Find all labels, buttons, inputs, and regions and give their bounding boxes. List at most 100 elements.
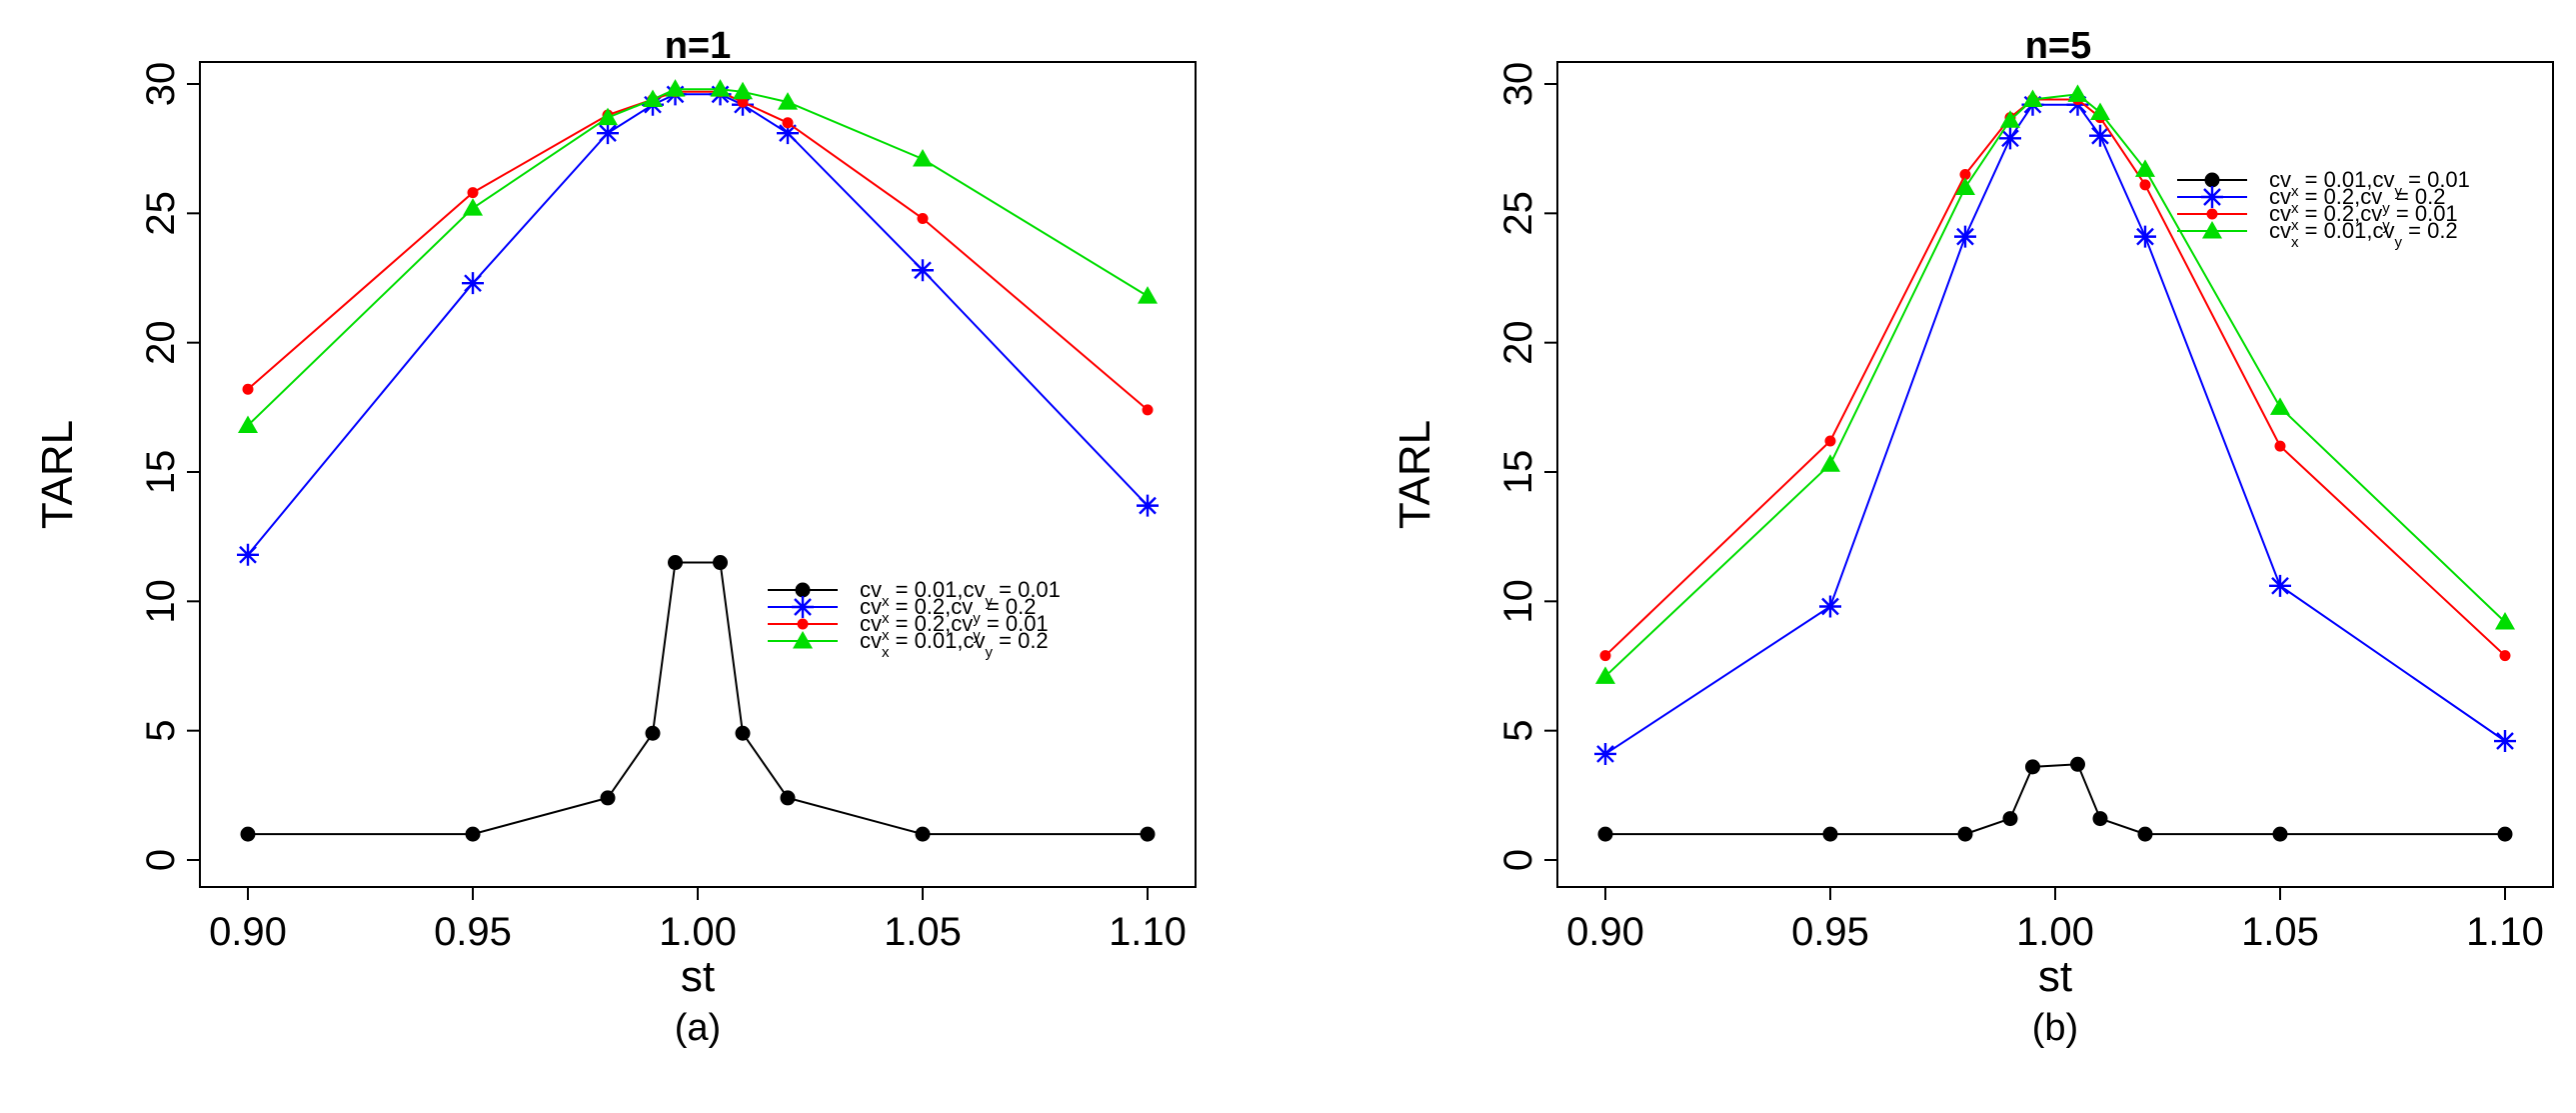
data-point bbox=[1820, 454, 1840, 472]
data-point bbox=[462, 272, 484, 295]
legend-marker bbox=[797, 618, 809, 630]
series-0 bbox=[1597, 756, 2513, 842]
x-tick-label: 0.95 bbox=[1791, 910, 1869, 954]
data-point bbox=[242, 383, 254, 395]
plot-frame bbox=[199, 61, 1197, 888]
y-tick-label: 30 bbox=[1496, 62, 1540, 107]
series-line bbox=[1604, 98, 2506, 657]
chart-title: n=5 bbox=[2025, 25, 2092, 67]
data-point bbox=[465, 826, 481, 842]
legend-label: cvx = 0.2,cvy = 0.01 bbox=[2269, 201, 2458, 234]
legend-marker bbox=[793, 631, 813, 649]
y-tick-label: 20 bbox=[139, 320, 183, 365]
data-point bbox=[1999, 127, 2021, 150]
data-point bbox=[915, 826, 931, 842]
series-line bbox=[1605, 763, 2505, 836]
y-axis-label: TARL bbox=[33, 420, 82, 529]
data-point bbox=[1819, 595, 1841, 618]
data-point bbox=[2135, 159, 2155, 177]
data-point bbox=[600, 790, 616, 806]
data-point bbox=[2139, 179, 2151, 191]
data-point bbox=[2137, 826, 2153, 842]
y-tick-label: 5 bbox=[139, 720, 183, 742]
data-point bbox=[2494, 730, 2516, 753]
legend-label: cvx = 0.01,cvy = 0.2 bbox=[2269, 218, 2458, 251]
data-point bbox=[778, 92, 798, 110]
legend-marker bbox=[795, 582, 811, 598]
data-point bbox=[240, 826, 256, 842]
y-tick-label: 15 bbox=[139, 450, 183, 495]
data-point bbox=[1822, 826, 1838, 842]
legend-label: cvx = 0.01,cvy = 0.01 bbox=[2269, 167, 2470, 200]
data-point bbox=[2269, 574, 2291, 597]
data-point bbox=[1599, 650, 1611, 662]
legend-label: cvx = 0.01,cvy = 0.01 bbox=[860, 577, 1061, 610]
legend-label: cvx = 0.2,cvy = 0.01 bbox=[860, 611, 1049, 644]
x-tick-label: 1.05 bbox=[884, 910, 962, 954]
data-point bbox=[710, 79, 731, 97]
data-point bbox=[1140, 826, 1156, 842]
data-point bbox=[2134, 225, 2156, 248]
y-tick-label: 10 bbox=[139, 579, 183, 624]
series-3 bbox=[1595, 84, 2515, 684]
x-tick-label: 0.95 bbox=[434, 910, 512, 954]
data-point bbox=[777, 122, 799, 145]
data-point bbox=[2272, 826, 2288, 842]
series-3 bbox=[238, 79, 1158, 433]
x-tick-label: 0.90 bbox=[1566, 910, 1644, 954]
chart-panel-a: n=1 0.90 0.95 1.00 1.05 1.10 0 5 10 15 20 25 30 st TAR… bbox=[33, 25, 1197, 1049]
data-point bbox=[2002, 811, 2018, 827]
y-tick-label: 0 bbox=[1496, 849, 1540, 871]
data-point bbox=[782, 117, 794, 129]
data-point bbox=[668, 555, 683, 571]
series-1 bbox=[237, 83, 1159, 566]
x-tick-label: 0.90 bbox=[209, 910, 287, 954]
data-point bbox=[737, 96, 749, 108]
data-point bbox=[665, 79, 686, 97]
data-point bbox=[2022, 89, 2043, 108]
y-tick-label: 25 bbox=[1496, 191, 1540, 236]
series-line bbox=[1604, 93, 2506, 678]
data-point bbox=[917, 213, 929, 225]
legend-marker bbox=[792, 596, 814, 618]
data-point bbox=[1594, 742, 1616, 765]
data-point bbox=[1957, 826, 1973, 842]
legend-label: cvx = 0.01,cvy = 0.2 bbox=[860, 628, 1049, 661]
y-tick-label: 30 bbox=[139, 62, 183, 107]
chart-title: n=1 bbox=[665, 25, 732, 67]
data-point bbox=[645, 725, 661, 741]
legend-marker bbox=[2206, 208, 2218, 220]
y-tick-label: 0 bbox=[139, 849, 183, 871]
y-axis-label: TARL bbox=[1390, 420, 1439, 529]
series-line bbox=[248, 561, 1148, 836]
data-point bbox=[1138, 286, 1158, 304]
data-point bbox=[467, 187, 479, 199]
chart-panel-b: n=5 0.90 0.95 1.00 1.05 1.10 0 5 10 15 20 25 30 st TAR… bbox=[1390, 25, 2554, 1049]
data-point bbox=[2495, 612, 2515, 630]
x-axis-label: st bbox=[681, 952, 715, 1001]
data-point bbox=[2000, 110, 2020, 128]
legend-marker bbox=[2204, 172, 2220, 188]
series-line bbox=[1604, 103, 2506, 755]
data-point bbox=[2090, 102, 2110, 120]
panel-caption: (b) bbox=[2032, 1007, 2078, 1049]
x-tick-label: 1.05 bbox=[2241, 910, 2319, 954]
data-point bbox=[2499, 650, 2511, 662]
legend-marker bbox=[2201, 186, 2223, 208]
data-point bbox=[1955, 177, 1975, 195]
data-point bbox=[733, 81, 753, 100]
data-point bbox=[1959, 169, 1971, 181]
data-point bbox=[780, 790, 796, 806]
data-point bbox=[643, 89, 663, 108]
data-point bbox=[597, 122, 619, 145]
y-tick-label: 10 bbox=[1496, 579, 1540, 624]
data-point bbox=[912, 259, 934, 282]
data-point bbox=[735, 725, 751, 741]
y-tick-label: 5 bbox=[1496, 720, 1540, 742]
data-point bbox=[2089, 124, 2111, 147]
data-point bbox=[2067, 84, 2088, 102]
legend-marker bbox=[2202, 221, 2222, 239]
legend-label: cvx = 0.2,cvy = 0.2 bbox=[2269, 184, 2445, 217]
